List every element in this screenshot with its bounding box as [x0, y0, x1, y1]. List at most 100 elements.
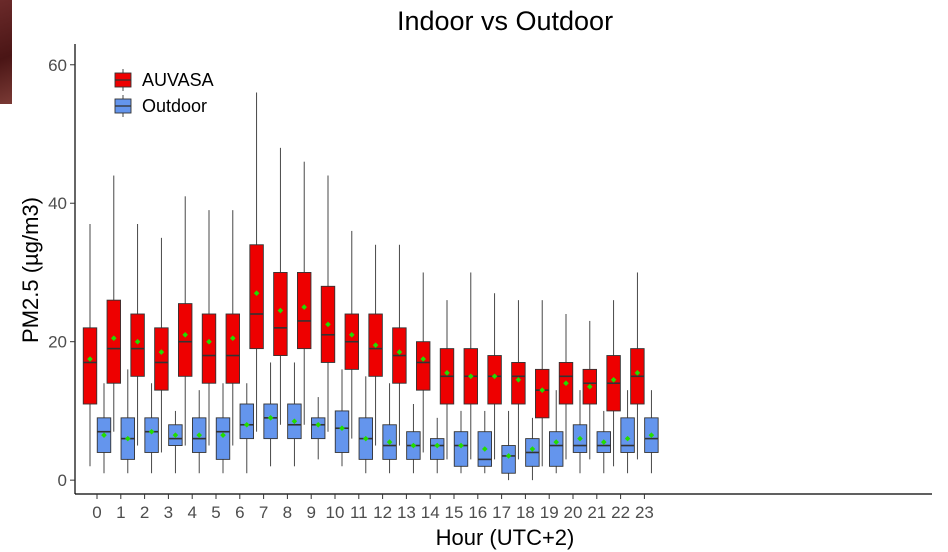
mean-marker [420, 356, 426, 362]
box-body [620, 417, 635, 453]
mean-marker [491, 373, 498, 380]
box-body [82, 327, 98, 405]
box-body [239, 403, 255, 440]
box-auvasa-19 [535, 300, 550, 467]
box-body [215, 417, 231, 460]
x-tick-label: 17 [492, 503, 511, 522]
box-body [177, 303, 193, 377]
x-tick-label: 4 [187, 503, 196, 522]
mean-marker [339, 425, 345, 432]
mean-marker [111, 335, 117, 342]
mean-marker [539, 387, 545, 393]
mean-marker [363, 435, 369, 442]
box-outdoor-20 [572, 390, 588, 474]
box-body [430, 438, 445, 460]
x-tick-label: 0 [92, 503, 101, 522]
box-auvasa-14 [416, 272, 431, 453]
box-body [225, 313, 241, 384]
mean-marker [325, 321, 331, 328]
legend: AUVASA Outdoor [114, 69, 214, 117]
mean-marker [553, 439, 559, 445]
x-tick-label: 21 [587, 503, 606, 522]
box-outdoor-16 [477, 410, 492, 474]
box-auvasa-4 [177, 196, 193, 446]
box-outdoor-19 [549, 390, 564, 474]
x-tick-label: 3 [164, 503, 173, 522]
box-auvasa-11 [344, 230, 359, 439]
box-outdoor-8 [287, 362, 302, 467]
legend-item-outdoor: Outdoor [114, 95, 207, 117]
mean-marker [601, 439, 607, 445]
x-tick-label: 8 [283, 503, 292, 522]
mean-marker [648, 432, 655, 438]
mean-marker [386, 439, 393, 445]
box-body [273, 272, 288, 356]
mean-marker [125, 435, 131, 442]
box-auvasa-21 [582, 320, 597, 460]
legend-label: AUVASA [142, 70, 214, 90]
box-outdoor-11 [358, 376, 373, 474]
x-tick-label: 23 [635, 503, 654, 522]
box-outdoor-21 [596, 410, 611, 474]
box-auvasa-3 [154, 237, 169, 453]
box-outdoor-17 [501, 410, 516, 481]
box-auvasa-6 [225, 210, 241, 446]
box-outdoor-14 [430, 417, 445, 474]
mean-marker [434, 442, 440, 449]
mean-marker [291, 418, 298, 425]
y-tick-label: 20 [48, 333, 67, 352]
mean-marker [253, 290, 260, 297]
x-tick-label: 20 [564, 503, 583, 522]
mean-marker [563, 380, 569, 387]
box-outdoor-0 [96, 383, 112, 474]
x-tick-label: 9 [306, 503, 315, 522]
box-auvasa-5 [201, 210, 217, 446]
box-outdoor-10 [334, 369, 350, 467]
box-outdoor-9 [311, 397, 326, 460]
mean-marker [277, 307, 284, 314]
y-tick-label: 0 [58, 471, 67, 490]
box-auvasa-22 [606, 300, 621, 467]
box-body [297, 272, 312, 350]
x-tick-label: 16 [468, 503, 487, 522]
mean-marker [624, 435, 631, 442]
x-tick-label: 15 [445, 503, 464, 522]
mean-marker [158, 349, 165, 355]
box-auvasa-18 [511, 300, 526, 460]
x-tick-label: 12 [373, 503, 392, 522]
x-tick-label: 6 [235, 503, 244, 522]
box-body [487, 355, 502, 405]
box-body [535, 368, 550, 419]
x-tick-label: 1 [116, 503, 125, 522]
mean-marker [220, 432, 226, 438]
box-outdoor-13 [406, 404, 421, 474]
box-outdoor-6 [239, 383, 255, 474]
mean-marker [148, 428, 155, 435]
mean-marker [101, 432, 107, 438]
box-outdoor-22 [620, 390, 635, 474]
mean-marker [267, 415, 274, 421]
mean-marker [410, 442, 417, 449]
x-tick-label: 7 [259, 503, 268, 522]
x-tick-label: 13 [397, 503, 416, 522]
box-outdoor-5 [215, 383, 231, 474]
mean-marker [372, 342, 379, 348]
x-tick-label: 18 [516, 503, 535, 522]
mean-marker [458, 442, 464, 449]
box-body [201, 313, 217, 384]
mean-marker [396, 349, 403, 355]
y-tick-label: 40 [48, 194, 67, 213]
box-body [263, 403, 278, 440]
mean-marker [529, 446, 536, 452]
x-tick-label: 10 [326, 503, 345, 522]
mean-marker [610, 376, 617, 383]
x-axis-title: Hour (UTC+2) [436, 525, 575, 550]
mean-marker [87, 356, 93, 362]
box-body [549, 431, 564, 467]
box-body [144, 417, 159, 453]
mean-marker [301, 304, 307, 310]
mean-marker [206, 338, 212, 345]
box-auvasa-16 [463, 272, 478, 460]
box-outdoor-3 [168, 410, 183, 474]
